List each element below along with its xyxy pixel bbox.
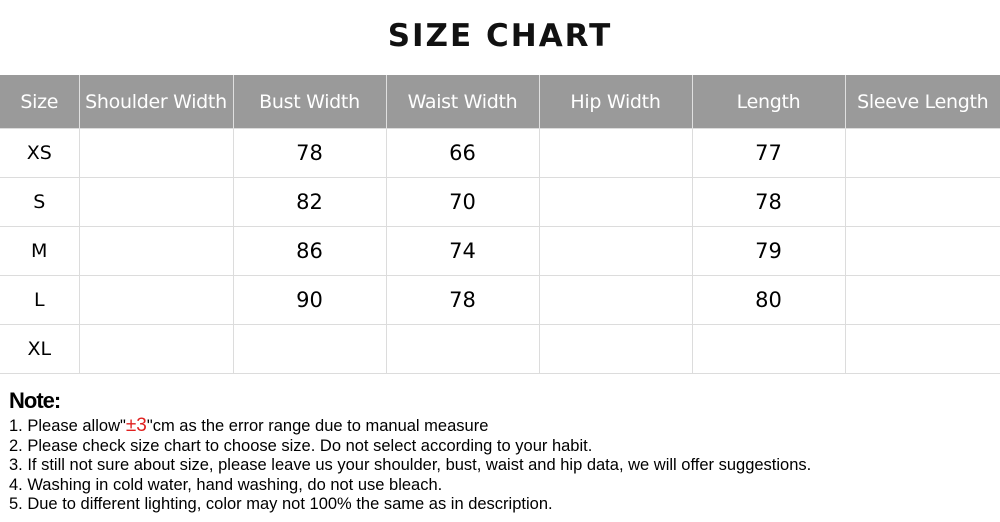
column-header: Bust Width [233, 75, 387, 129]
table-cell [844, 177, 1000, 227]
size-cell: S [0, 177, 80, 227]
table-cell [538, 275, 693, 325]
note-line: 2. Please check size chart to choose siz… [9, 436, 593, 455]
table-cell: 78 [691, 177, 846, 227]
table-cell [385, 324, 540, 374]
table-cell: 77 [691, 128, 846, 178]
table-cell [844, 128, 1000, 178]
note-line: 5. Due to different lighting, color may … [9, 495, 553, 513]
table-cell [538, 177, 693, 227]
column-header: Shoulder Width [79, 75, 234, 129]
note-line: 3. If still not sure about size, please … [9, 456, 812, 474]
table-cell: 78 [385, 275, 540, 325]
size-table: Size Shoulder Width Bust Width Waist Width H… [0, 75, 1000, 374]
note-line: 1. Please allow"±3"cm as the error range… [9, 416, 811, 437]
notes-heading: Note: [9, 388, 61, 413]
table-cell [691, 324, 846, 374]
table-cell: 78 [232, 128, 387, 178]
table-cell: 70 [385, 177, 540, 227]
table-cell [232, 324, 387, 374]
table-cell: 90 [232, 275, 387, 325]
note-line: 4. Washing in cold water, hand washing, … [9, 475, 443, 494]
column-header: Length [692, 75, 846, 129]
page-title: SIZE CHART [387, 18, 613, 54]
table-cell: 80 [691, 275, 846, 325]
table-row: XL [0, 324, 1000, 374]
table-cell [538, 324, 693, 374]
header-row: Size Shoulder Width Bust Width Waist Width H… [0, 75, 1000, 129]
note-text: 1. Please allow" [9, 417, 126, 435]
tolerance-highlight: ±3 [125, 415, 147, 436]
table-cell [78, 324, 234, 374]
size-cell: XL [0, 324, 80, 374]
table-cell [538, 128, 693, 178]
table-cell [844, 226, 1000, 276]
table-row: L 90 78 80 [0, 275, 1000, 325]
table-cell [844, 324, 1000, 374]
note-text: "cm as the error range due to manual mea… [146, 417, 489, 435]
column-header: Hip Width [539, 75, 693, 129]
size-cell: XS [0, 128, 80, 178]
table-cell [78, 275, 234, 325]
table-cell: 74 [385, 226, 540, 276]
table-cell [78, 128, 234, 178]
table-cell [538, 226, 693, 276]
table-cell [78, 177, 234, 227]
column-header: Sleeve Length [845, 75, 1000, 129]
size-cell: L [0, 275, 80, 325]
table-row: S 82 70 78 [0, 177, 1000, 227]
table-cell [78, 226, 234, 276]
table-cell: 86 [232, 226, 387, 276]
table-row: M 86 74 79 [0, 226, 1000, 276]
table-cell: 79 [691, 226, 846, 276]
table-cell [844, 275, 1000, 325]
table-cell: 82 [232, 177, 387, 227]
notes-section: Note: 1. Please allow"±3"cm as the error… [9, 388, 811, 515]
table-cell: 66 [385, 128, 540, 178]
table-row: XS 78 66 77 [0, 128, 1000, 178]
column-header: Waist Width [386, 75, 540, 129]
column-header: Size [0, 75, 80, 129]
size-cell: M [0, 226, 80, 276]
